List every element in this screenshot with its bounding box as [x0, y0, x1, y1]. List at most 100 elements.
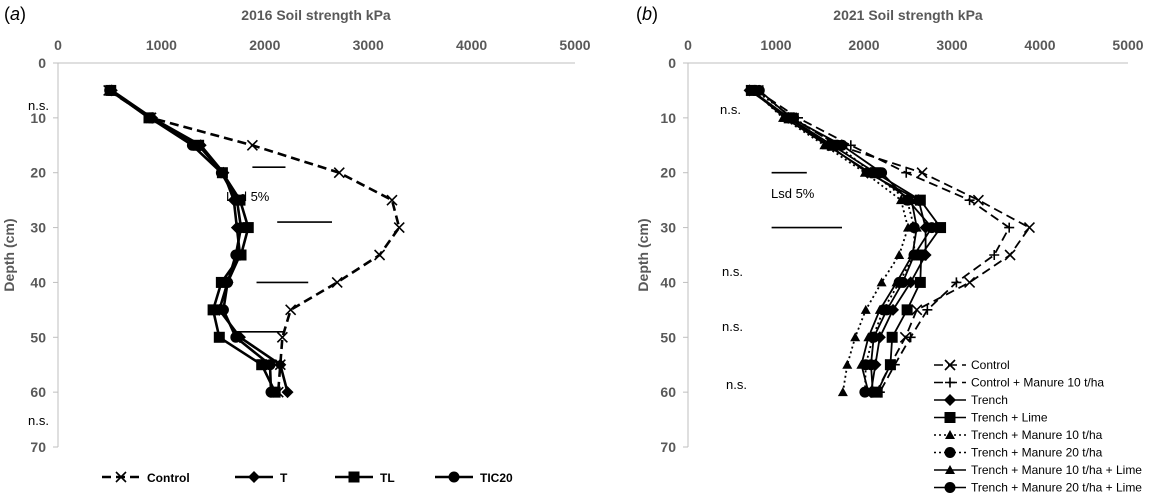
- legend-label: Control: [971, 358, 1010, 372]
- legend-marker: [348, 471, 360, 483]
- series-trench-lime: [745, 84, 947, 398]
- panel-label: (a): [4, 4, 26, 24]
- data-point: [867, 386, 879, 398]
- data-point: [264, 359, 276, 371]
- data-point: [964, 195, 975, 206]
- ns-label: n.s.: [28, 413, 49, 428]
- data-point: [231, 194, 243, 206]
- y-axis-label: Depth (cm): [635, 218, 651, 291]
- y-tick-label: 60: [30, 384, 46, 400]
- chart-title: 2021 Soil strength kPa: [833, 7, 983, 23]
- ns-label: n.s.: [722, 264, 743, 279]
- x-tick-label: 0: [684, 37, 692, 53]
- data-point: [213, 331, 225, 343]
- y-tick-label: 30: [30, 220, 46, 236]
- y-tick-label: 50: [30, 329, 46, 345]
- legend-label: Control: [147, 471, 190, 485]
- data-point: [393, 222, 405, 234]
- legend-marker: [945, 430, 955, 439]
- ns-label: n.s.: [726, 377, 747, 392]
- data-point: [905, 332, 916, 343]
- legend-marker: [944, 482, 956, 493]
- y-tick-label: 20: [30, 165, 46, 181]
- data-point: [186, 139, 198, 151]
- series-trench-manure-10-t-ha-lime: [747, 85, 922, 397]
- chart-panel-b: (b) 2021 Soil strength kPa 0 1000 2000 3000 40…: [635, 4, 1144, 495]
- data-point: [886, 331, 898, 343]
- data-point: [916, 167, 928, 179]
- y-tick-label: 20: [660, 165, 676, 181]
- x-tick-label: 3000: [936, 37, 967, 53]
- chart-title: 2016 Soil strength kPa: [241, 7, 391, 23]
- legend-label: Control + Manure 10 t/ha: [971, 376, 1104, 390]
- data-point: [215, 167, 227, 179]
- series-line: [756, 89, 1011, 393]
- data-point: [822, 140, 833, 150]
- data-point: [215, 276, 227, 288]
- legend: Control Control + Manure 10 t/ha Trench Tre…: [934, 358, 1142, 495]
- data-point: [333, 167, 345, 179]
- legend-label: Trench + Manure 10 t/ha + Lime: [971, 463, 1142, 477]
- series-trench-manure-20-t-ha-lime: [753, 84, 938, 398]
- data-point: [865, 359, 877, 371]
- data-point: [902, 194, 914, 206]
- data-point: [104, 84, 116, 96]
- data-point: [836, 139, 848, 151]
- data-point: [951, 277, 962, 288]
- data-point: [144, 112, 156, 124]
- data-point: [230, 331, 242, 343]
- data-point: [897, 276, 909, 288]
- legend-label: T: [280, 471, 288, 485]
- data-point: [935, 222, 947, 234]
- series-trench-manure-10-t-ha: [748, 85, 913, 397]
- legend-marker: [248, 471, 260, 483]
- series-line: [757, 89, 1031, 393]
- series-line: [754, 89, 916, 393]
- data-point: [915, 249, 927, 261]
- y-tick-label: 10: [30, 110, 46, 126]
- y-tick-label: 60: [660, 384, 676, 400]
- x-tick-label: 4000: [1024, 37, 1055, 53]
- data-point: [842, 359, 853, 369]
- legend: Control T TL TIC20: [102, 471, 513, 485]
- series-control: [752, 84, 1036, 398]
- legend-marker: [944, 447, 956, 458]
- legend-label: Trench + Lime: [971, 411, 1048, 425]
- y-axis-label: Depth (cm): [1, 218, 17, 291]
- series-tic20: [104, 84, 277, 398]
- lsd-label: Lsd 5%: [771, 186, 815, 201]
- data-point: [850, 332, 861, 342]
- x-tick-label: 2000: [848, 37, 879, 53]
- x-tick-label: 4000: [456, 37, 487, 53]
- data-point: [911, 222, 922, 232]
- legend-marker: [945, 377, 955, 388]
- legend-marker: [945, 465, 955, 474]
- x-tick-label: 5000: [559, 37, 590, 53]
- series-line: [108, 89, 273, 393]
- series-line: [751, 89, 918, 393]
- data-point: [964, 276, 976, 288]
- data-point: [856, 359, 867, 369]
- legend-label: TIC20: [480, 471, 513, 485]
- x-tick-label: 5000: [1112, 37, 1143, 53]
- data-point: [989, 250, 1000, 260]
- data-point: [386, 194, 398, 206]
- y-tick-label: 70: [660, 439, 676, 455]
- series-line: [111, 89, 289, 393]
- data-point: [1004, 249, 1016, 261]
- data-point: [222, 276, 234, 288]
- chart-panel-a: (a) 2016 Soil strength kPa 0 1000 2000 3000 40…: [1, 4, 591, 485]
- y-tick-label: 40: [30, 274, 46, 290]
- data-point: [785, 112, 797, 124]
- data-point: [246, 139, 258, 151]
- x-tick-label: 0: [54, 37, 62, 53]
- data-point: [894, 250, 905, 259]
- data-point: [911, 304, 923, 316]
- series-line: [107, 89, 401, 393]
- data-point: [753, 84, 765, 96]
- series-line: [750, 89, 942, 393]
- data-point: [235, 222, 247, 234]
- data-point: [876, 167, 888, 179]
- data-point: [281, 386, 294, 399]
